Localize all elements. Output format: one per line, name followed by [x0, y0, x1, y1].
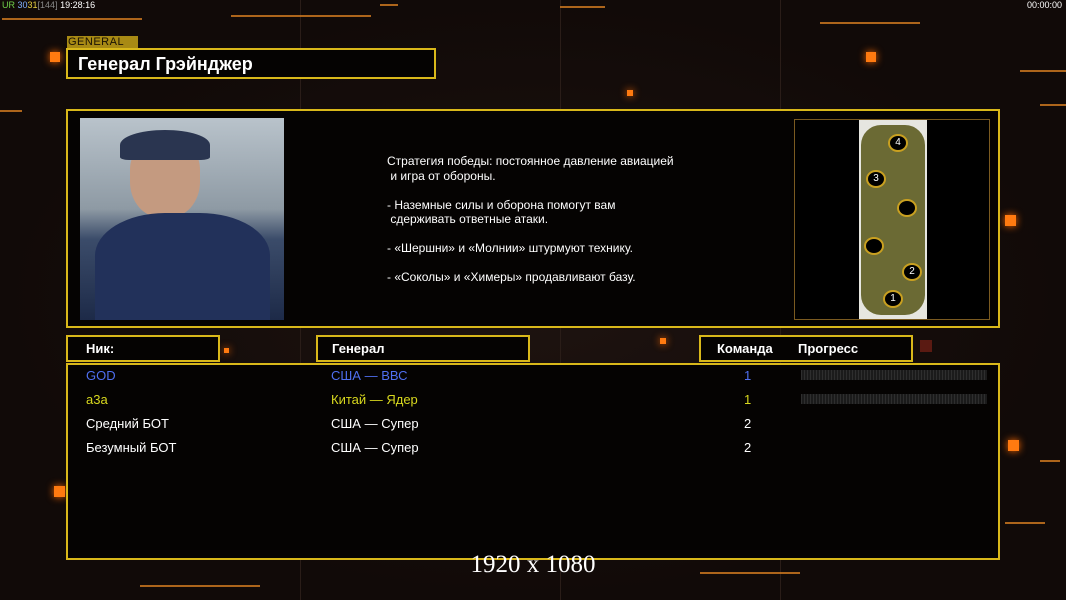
- player-nick: Средний БОТ: [86, 416, 169, 431]
- team-header: Команда: [717, 341, 773, 356]
- player-team: 1: [744, 368, 752, 383]
- clock: 19:28:16: [60, 0, 96, 10]
- fps-value-2: 31: [27, 0, 38, 10]
- player-progress-bar: [801, 394, 987, 404]
- page-title: Генерал Грэйнджер: [78, 54, 253, 74]
- player-nick: Безумный БОТ: [86, 440, 177, 455]
- bg-line: [231, 15, 371, 17]
- ping-value: [144]: [37, 0, 58, 10]
- start-position-3: 3: [866, 170, 886, 188]
- player-general: США — Супер: [331, 416, 419, 431]
- bg-square: [920, 340, 932, 352]
- player-team: 2: [744, 416, 752, 431]
- nick-header-box: Ник:: [66, 335, 220, 362]
- player-progress-bar: [801, 370, 987, 380]
- bg-line: [1040, 104, 1066, 106]
- general-header: Генерал: [332, 341, 385, 356]
- bg-square: [1005, 215, 1016, 226]
- player-general: Китай — Ядер: [331, 392, 418, 407]
- start-position-empty: [864, 237, 884, 255]
- player-row[interactable]: а3а Китай — Ядер 1: [68, 389, 998, 411]
- bg-line: [1020, 70, 1066, 72]
- bg-line: [380, 4, 398, 6]
- progress-header: Прогресс: [798, 341, 859, 356]
- bg-line: [820, 22, 920, 24]
- bg-line: [700, 572, 800, 574]
- start-position-1: 1: [883, 290, 903, 308]
- bg-square: [50, 52, 60, 62]
- map-preview: 1 2 3 4: [794, 119, 990, 320]
- bg-line: [0, 110, 22, 112]
- resolution-label: 1920 x 1080: [470, 551, 596, 578]
- strategy-description: Стратегия победы: постоянное давление ав…: [387, 154, 674, 284]
- bg-line: [1005, 522, 1045, 524]
- nick-header: Ник:: [86, 341, 115, 356]
- bg-line: [2, 18, 142, 20]
- game-timer: 00:00:00: [1026, 0, 1062, 10]
- player-nick: а3а: [86, 392, 108, 407]
- player-general: США — ВВС: [331, 368, 408, 383]
- start-position-2: 2: [902, 263, 922, 281]
- general-header-box: Генерал: [316, 335, 530, 362]
- portrait-cap: [120, 130, 210, 160]
- map-terrain: [861, 125, 925, 315]
- bg-square: [1008, 440, 1019, 451]
- bg-square: [54, 486, 65, 497]
- player-row[interactable]: GOD США — ВВС 1: [68, 365, 998, 387]
- bg-square: [866, 52, 876, 62]
- player-row[interactable]: Безумный БОТ США — Супер 2: [68, 437, 998, 459]
- bg-square: [224, 348, 229, 353]
- bg-line: [560, 6, 605, 8]
- bg-line: [140, 585, 260, 587]
- title-box: Генерал Грэйнджер: [66, 48, 436, 79]
- map-image: 1 2 3 4: [859, 120, 927, 319]
- player-team: 2: [744, 440, 752, 455]
- players-table: GOD США — ВВС 1 а3а Китай — Ядер 1 Средний…: [66, 363, 1000, 560]
- general-tag: GENERAL: [67, 36, 138, 48]
- player-row[interactable]: Средний БОТ США — Супер 2: [68, 413, 998, 435]
- general-portrait: [80, 118, 284, 320]
- player-nick: GOD: [86, 368, 116, 383]
- team-progress-header-box: Команда Прогресс: [699, 335, 913, 362]
- player-team: 1: [744, 392, 752, 407]
- bg-square: [627, 90, 633, 96]
- fps-value: 30: [17, 0, 28, 10]
- start-position-4: 4: [888, 134, 908, 152]
- ur-label: UR: [2, 0, 15, 10]
- status-bar: UR 3031[144] 19:28:16: [2, 0, 95, 10]
- portrait-uniform: [95, 213, 270, 320]
- start-position-empty: [897, 199, 917, 217]
- bg-square: [660, 338, 666, 344]
- bg-line: [1040, 460, 1060, 462]
- player-general: США — Супер: [331, 440, 419, 455]
